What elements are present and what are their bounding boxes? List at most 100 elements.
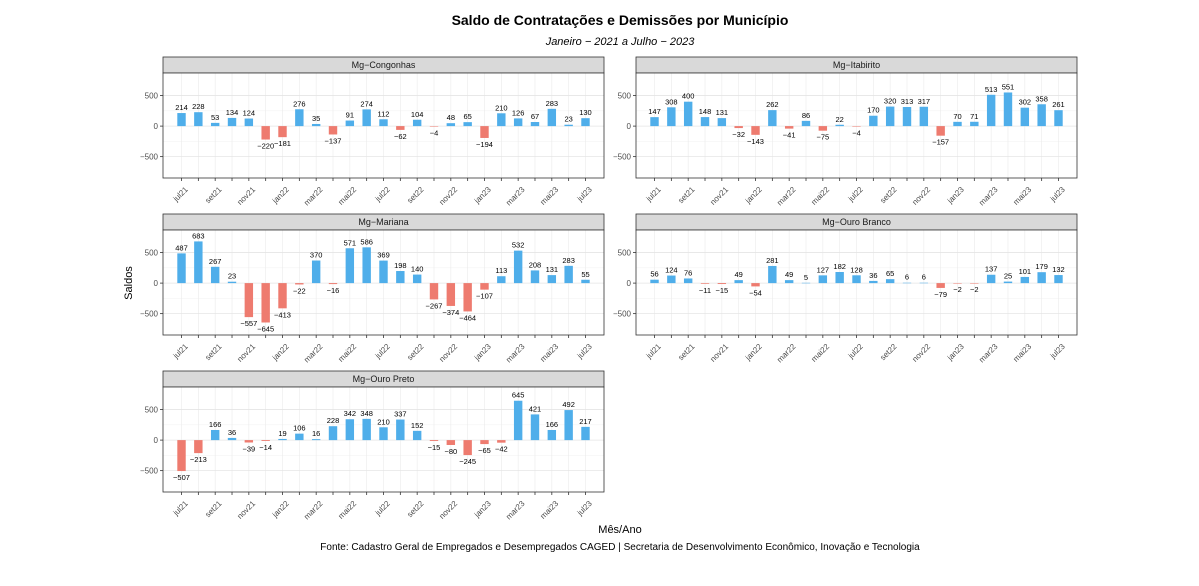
bar	[328, 426, 338, 441]
x-tick-label: jan22	[743, 342, 764, 363]
value-label: −4	[852, 128, 861, 137]
bar	[953, 283, 962, 284]
bar	[885, 106, 895, 127]
bar	[412, 274, 422, 284]
value-label: −75	[816, 133, 829, 142]
x-tick-label: jul23	[1048, 185, 1067, 204]
value-label: 683	[192, 231, 205, 240]
value-label: 137	[985, 265, 998, 274]
bar	[480, 440, 489, 445]
panel-border	[162, 72, 605, 179]
bar	[429, 126, 439, 127]
bar	[801, 282, 811, 284]
bar	[530, 122, 540, 127]
bar	[869, 115, 878, 127]
value-label: 283	[562, 256, 575, 265]
value-label: −11	[699, 286, 711, 295]
bar	[1003, 281, 1013, 284]
y-tick-label: 500	[145, 249, 159, 258]
value-label: 267	[209, 257, 222, 266]
bar	[177, 113, 186, 127]
bar	[311, 260, 321, 284]
value-label: 370	[310, 251, 323, 260]
value-label: −54	[749, 288, 762, 297]
bar	[986, 274, 996, 284]
value-label: 308	[665, 97, 678, 106]
value-label: 22	[835, 115, 843, 124]
value-label: 131	[546, 265, 559, 274]
bar	[818, 126, 828, 131]
x-tick-label: jul23	[1048, 342, 1067, 361]
bar	[278, 126, 287, 138]
value-label: 23	[564, 115, 572, 124]
bar	[210, 266, 220, 284]
value-label: 283	[546, 99, 559, 108]
bar	[379, 427, 388, 441]
bar	[986, 94, 996, 127]
bar	[1054, 275, 1063, 284]
bar	[429, 440, 439, 442]
value-label: 124	[665, 266, 678, 275]
panel-title: Mg−Congonhas	[352, 60, 416, 70]
bar	[396, 271, 405, 284]
value-label: 48	[447, 113, 455, 122]
bar	[177, 440, 186, 472]
x-tick-label: set21	[676, 342, 697, 363]
bar	[801, 120, 811, 127]
value-label: −413	[274, 310, 291, 319]
value-label: −42	[495, 445, 508, 454]
bar	[919, 106, 929, 127]
bar	[244, 283, 254, 318]
bar	[446, 123, 456, 127]
x-tick-label: jul22	[846, 185, 865, 204]
bar	[227, 281, 237, 284]
value-label: 210	[495, 103, 508, 112]
x-tick-label: jan22	[270, 342, 291, 363]
value-label: 124	[243, 109, 256, 118]
bar	[784, 280, 794, 284]
bar	[919, 282, 929, 284]
bar	[244, 440, 254, 443]
bar	[902, 282, 912, 284]
value-label: 342	[344, 409, 357, 418]
bar	[497, 276, 506, 284]
x-tick-label: jan22	[270, 185, 291, 206]
y-tick-label: −500	[613, 310, 632, 319]
value-label: 130	[579, 108, 592, 117]
value-label: 6	[922, 273, 926, 282]
x-tick-label: set22	[405, 499, 426, 520]
x-tick-label: mai22	[809, 342, 831, 364]
bar	[295, 109, 304, 127]
bar	[970, 121, 979, 127]
value-label: −15	[428, 443, 441, 452]
x-tick-label: nov22	[910, 342, 932, 364]
value-label: 5	[804, 273, 808, 282]
x-tick-label: nov21	[235, 185, 257, 207]
value-label: −213	[190, 455, 207, 464]
x-tick-label: mai22	[809, 185, 831, 207]
value-label: 274	[360, 99, 373, 108]
bar	[311, 123, 321, 127]
bar	[751, 283, 760, 287]
value-label: 19	[278, 429, 286, 438]
value-label: 71	[970, 112, 978, 121]
bar	[379, 119, 388, 127]
chart-title: Saldo de Contratações e Demissões por Mu…	[452, 12, 789, 28]
value-label: −220	[257, 142, 274, 151]
x-tick-label: set21	[203, 185, 224, 206]
y-tick-label: 500	[618, 92, 632, 101]
x-tick-label: mai22	[336, 185, 358, 207]
value-label: 487	[175, 243, 188, 252]
x-tick-label: jul23	[575, 342, 594, 361]
value-label: 586	[360, 237, 373, 246]
bar	[852, 126, 861, 127]
bar	[869, 280, 878, 284]
x-tick-label: jan22	[270, 499, 291, 520]
x-tick-label: jan23	[472, 342, 493, 363]
value-label: 261	[1052, 100, 1065, 109]
x-tick-label: jan23	[945, 185, 966, 206]
value-label: 56	[650, 270, 658, 279]
value-label: 152	[411, 421, 424, 430]
bar	[261, 283, 270, 323]
x-tick-label: nov21	[708, 185, 730, 207]
